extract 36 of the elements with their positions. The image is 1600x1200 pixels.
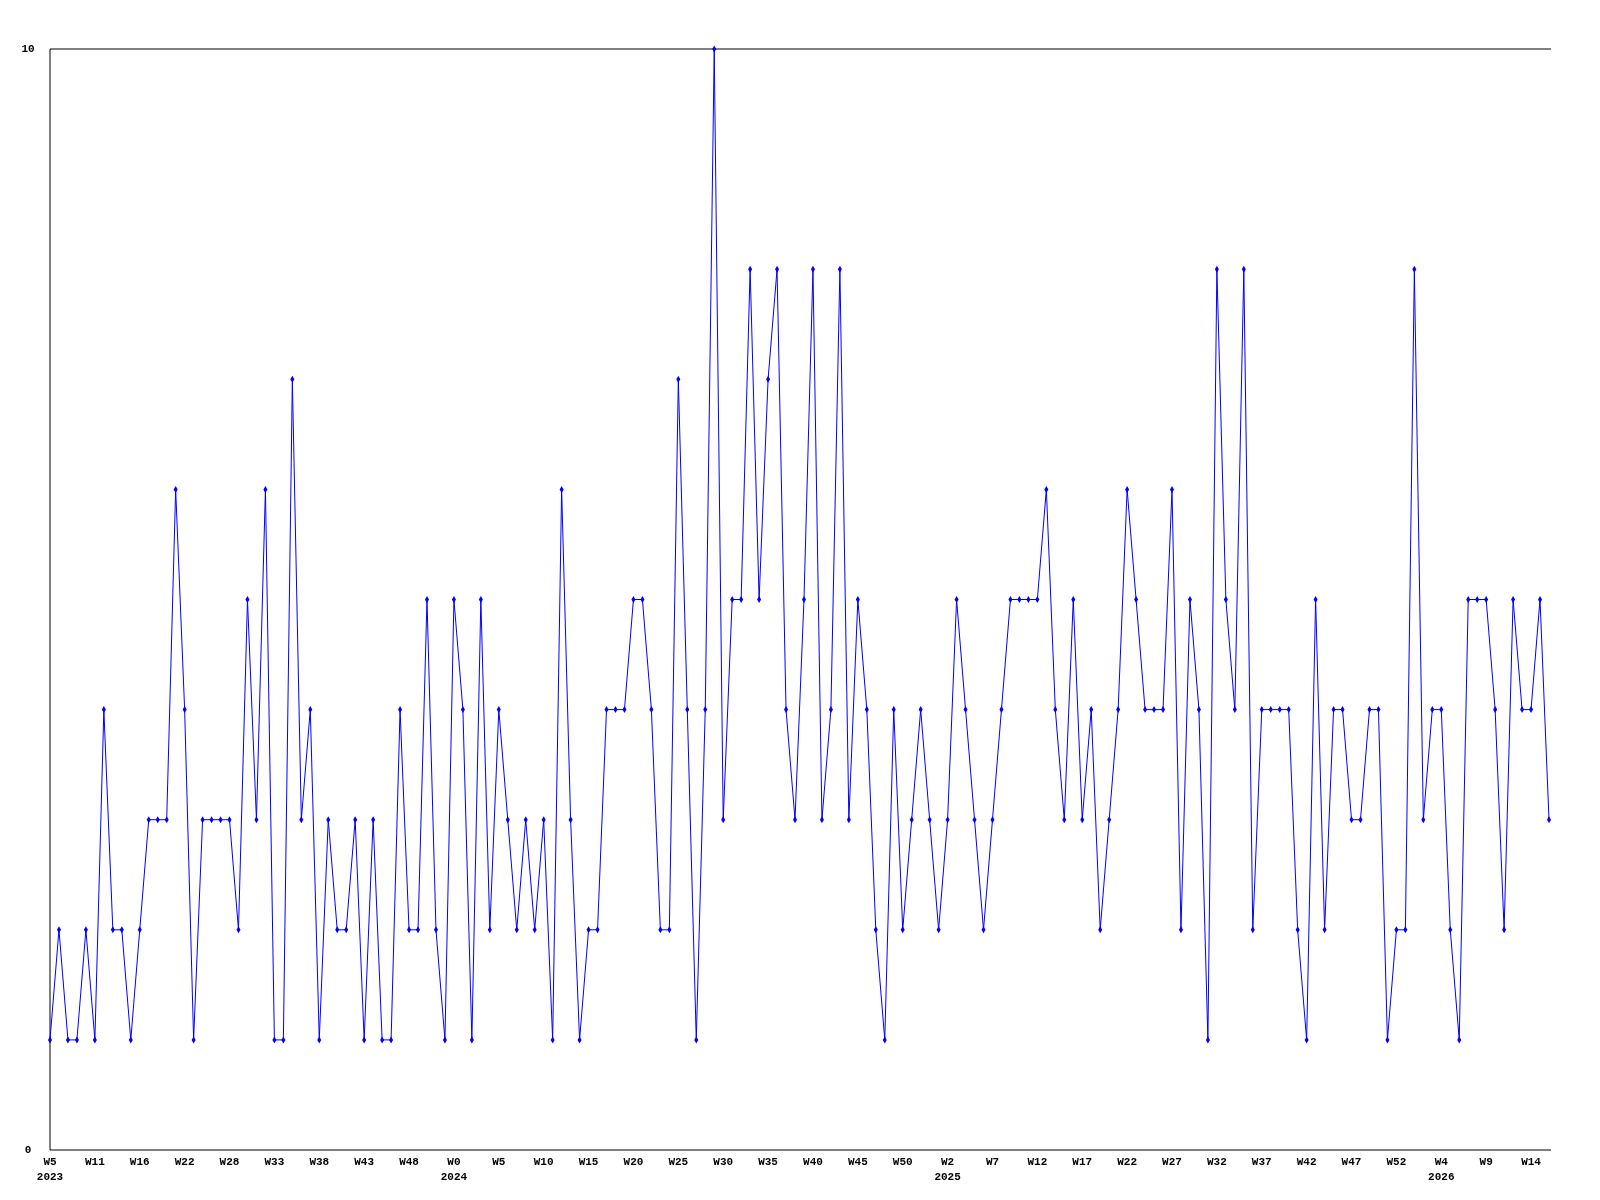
x-tick-label: W12 — [1027, 1156, 1048, 1168]
x-tick-label: W5 — [492, 1156, 506, 1168]
x-tick-label: W45 — [847, 1156, 869, 1168]
x-tick-label: W5 2023 — [36, 1156, 64, 1183]
x-tick-label: W17 — [1072, 1156, 1093, 1168]
x-tick-label: W43 — [354, 1156, 375, 1168]
x-tick-label: W30 — [713, 1156, 734, 1168]
x-tick-label: W14 — [1521, 1156, 1542, 1168]
x-tick-label: W4 2026 — [1428, 1156, 1455, 1183]
x-tick-label: W22 — [174, 1156, 195, 1168]
x-tick-label: W37 — [1251, 1156, 1272, 1168]
x-tick-label: W47 — [1341, 1156, 1362, 1168]
y-tick-label: 10 — [21, 42, 35, 55]
x-tick-label: W50 — [892, 1156, 913, 1168]
x-tick-label: W28 — [219, 1156, 240, 1168]
x-tick-label: W38 — [309, 1156, 330, 1168]
x-tick-label: W11 — [84, 1156, 106, 1168]
x-tick-label: W16 — [129, 1156, 150, 1168]
x-tick-label: W10 — [533, 1156, 554, 1168]
x-tick-label: W27 — [1162, 1156, 1182, 1168]
x-tick-label: W42 — [1296, 1156, 1317, 1168]
x-tick-label: W25 — [668, 1156, 689, 1168]
x-tick-label: W48 — [399, 1156, 420, 1168]
x-tick-label: W7 — [985, 1156, 1000, 1168]
x-tick-label: W15 — [578, 1156, 599, 1168]
x-tick-label: W32 — [1206, 1156, 1227, 1168]
x-tick-label: W0 2024 — [440, 1156, 468, 1183]
x-tick-label: W35 — [758, 1156, 779, 1168]
x-tick-label: W2 2025 — [934, 1156, 962, 1183]
x-tick-label: W22 — [1117, 1156, 1138, 1168]
x-tick-label: W52 — [1386, 1156, 1407, 1168]
x-tick-label: W9 — [1479, 1156, 1493, 1168]
x-tick-label: W33 — [264, 1156, 285, 1168]
x-tick-label: W20 — [623, 1156, 644, 1168]
x-tick-label: W40 — [803, 1156, 823, 1168]
y-tick-label: 0 — [24, 1143, 32, 1156]
